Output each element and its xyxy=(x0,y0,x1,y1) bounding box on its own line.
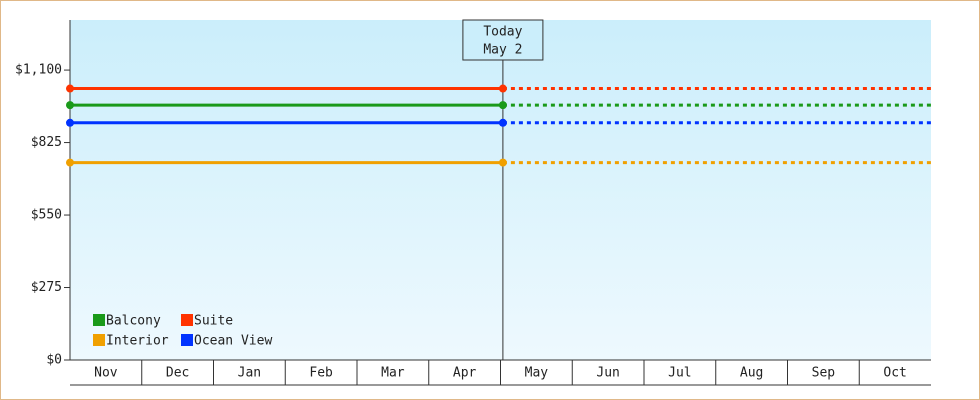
y-tick-label: $275 xyxy=(31,280,62,295)
y-tick-label: $0 xyxy=(46,353,62,368)
y-tick-label: $1,100 xyxy=(15,63,62,78)
point xyxy=(66,101,74,110)
point xyxy=(66,84,74,93)
point xyxy=(498,118,507,127)
legend-swatch xyxy=(181,334,193,346)
legend-swatch xyxy=(181,314,193,326)
point xyxy=(498,84,507,93)
legend-swatch xyxy=(93,314,105,326)
plot-area xyxy=(70,20,931,360)
today-box xyxy=(462,19,544,61)
legend-label: Balcony xyxy=(106,314,161,329)
x-tick-label: Apr xyxy=(453,366,477,381)
x-tick-label: Jun xyxy=(596,366,619,381)
x-tick-label: Jan xyxy=(238,366,261,381)
point xyxy=(66,158,74,167)
legend-label: Interior xyxy=(106,334,169,349)
x-tick-label: Feb xyxy=(309,366,333,381)
x-tick-label: Mar xyxy=(381,366,405,381)
x-tick-label: Aug xyxy=(740,366,763,381)
x-tick-label: Nov xyxy=(94,366,118,381)
x-tick-label: May xyxy=(525,366,549,381)
y-tick-label: $550 xyxy=(31,208,62,223)
legend-label: Ocean View xyxy=(194,334,272,349)
point xyxy=(498,101,507,110)
x-tick-label: Jul xyxy=(668,366,691,381)
today-label: Today xyxy=(483,25,522,40)
point xyxy=(498,158,507,167)
legend-swatch xyxy=(93,334,105,346)
y-tick-label: $825 xyxy=(31,135,62,150)
legend-label: Suite xyxy=(194,314,233,329)
x-tick-label: Dec xyxy=(166,366,189,381)
today-date: May 2 xyxy=(483,43,522,58)
point xyxy=(66,118,74,127)
x-tick-label: Sep xyxy=(812,366,836,381)
x-tick-label: Oct xyxy=(883,366,906,381)
